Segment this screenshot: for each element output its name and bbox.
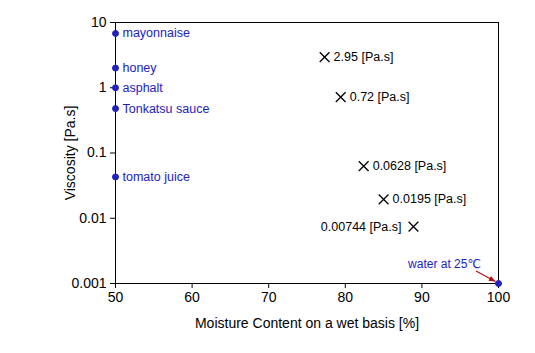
svg-text:Tonkatsu sauce: Tonkatsu sauce <box>123 102 210 116</box>
svg-text:70: 70 <box>261 289 277 305</box>
svg-text:honey: honey <box>123 61 158 75</box>
svg-text:10: 10 <box>91 14 107 30</box>
svg-text:0.0628 [Pa.s]: 0.0628 [Pa.s] <box>373 159 447 173</box>
svg-text:0.01: 0.01 <box>79 210 106 226</box>
svg-text:Viscosity [Pa.s]: Viscosity [Pa.s] <box>62 106 78 201</box>
svg-text:0.1: 0.1 <box>87 144 107 160</box>
svg-text:0.0195 [Pa.s]: 0.0195 [Pa.s] <box>393 192 467 206</box>
svg-text:50: 50 <box>108 289 124 305</box>
svg-text:0.00744 [Pa.s]: 0.00744 [Pa.s] <box>321 220 402 234</box>
svg-text:Moisture Content on a wet basi: Moisture Content on a wet basis [%] <box>195 315 419 331</box>
svg-text:0.001: 0.001 <box>71 275 106 291</box>
svg-text:mayonnaise: mayonnaise <box>123 26 190 40</box>
svg-text:90: 90 <box>414 289 430 305</box>
svg-text:80: 80 <box>338 289 354 305</box>
svg-text:asphalt: asphalt <box>123 81 164 95</box>
svg-text:water at 25℃: water at 25℃ <box>407 257 481 271</box>
svg-text:0.72 [Pa.s]: 0.72 [Pa.s] <box>350 90 410 104</box>
svg-text:100: 100 <box>487 289 511 305</box>
svg-text:1: 1 <box>99 79 107 95</box>
svg-text:2.95 [Pa.s]: 2.95 [Pa.s] <box>334 50 394 64</box>
svg-text:tomato juice: tomato juice <box>123 170 190 184</box>
svg-text:60: 60 <box>184 289 200 305</box>
